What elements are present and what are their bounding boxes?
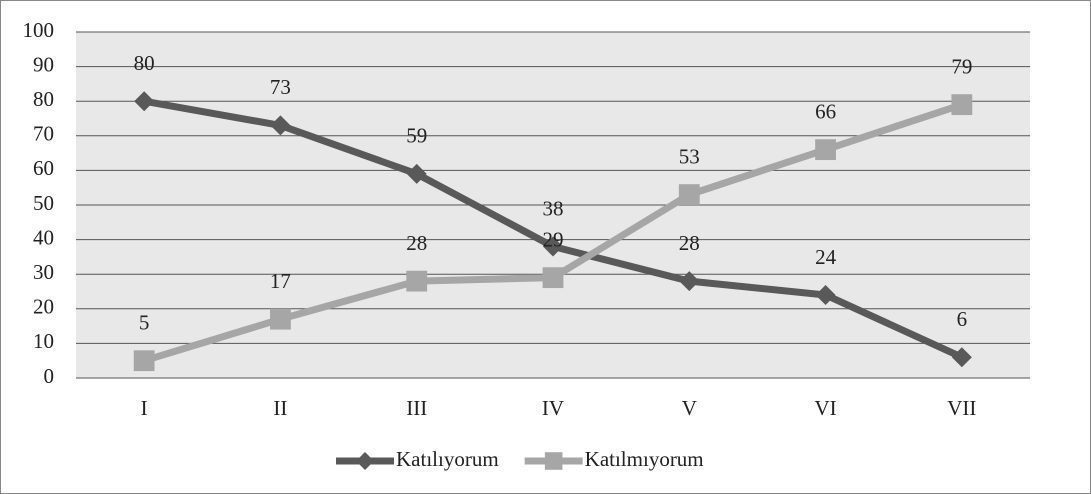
y-tick-label: 90 (33, 52, 54, 76)
x-tick-label: IV (542, 396, 564, 420)
y-tick-label: 80 (33, 87, 54, 111)
data-label: 5 (139, 311, 150, 335)
marker (134, 91, 155, 112)
marker (270, 115, 291, 136)
x-tick-label: I (141, 396, 148, 420)
data-label: 59 (406, 124, 427, 148)
data-label: 6 (957, 307, 968, 331)
marker (133, 350, 155, 372)
y-tick-label: 60 (33, 156, 54, 180)
legend-label: Katılmıyorum (585, 447, 704, 471)
y-tick-label: 20 (33, 295, 54, 319)
data-label: 79 (951, 54, 972, 78)
marker (356, 452, 374, 470)
data-label: 17 (270, 269, 291, 293)
marker (542, 267, 564, 289)
marker (406, 270, 428, 292)
marker (951, 94, 973, 116)
marker (815, 139, 836, 161)
marker (543, 236, 563, 257)
marker (270, 308, 291, 330)
x-tick-label: V (682, 396, 697, 420)
data-label: 66 (815, 99, 836, 123)
data-label: 53 (679, 144, 700, 168)
x-tick-label: VII (947, 396, 976, 420)
y-tick-label: 70 (33, 122, 54, 146)
y-tick-label: 0 (44, 364, 55, 388)
marker (544, 452, 563, 470)
data-label: 73 (270, 75, 291, 99)
data-label: 24 (815, 245, 837, 269)
marker (678, 184, 700, 206)
data-label: 28 (679, 231, 700, 255)
marker (679, 271, 700, 292)
legend-label: Katılıyorum (396, 447, 499, 471)
marker (951, 347, 972, 368)
y-tick-label: 10 (33, 329, 54, 353)
data-label: 38 (543, 196, 564, 220)
marker (406, 163, 427, 184)
y-tick-label: 40 (33, 225, 54, 249)
y-tick-label: 50 (33, 191, 54, 215)
x-tick-label: II (273, 396, 287, 420)
marker (815, 284, 836, 305)
y-tick-label: 30 (33, 260, 54, 284)
y-tick-label: 100 (23, 18, 55, 42)
data-label: 80 (134, 51, 155, 75)
data-label: 29 (543, 227, 564, 251)
x-tick-label: III (406, 396, 427, 420)
data-label: 28 (406, 231, 427, 255)
x-tick-label: VI (814, 396, 836, 420)
